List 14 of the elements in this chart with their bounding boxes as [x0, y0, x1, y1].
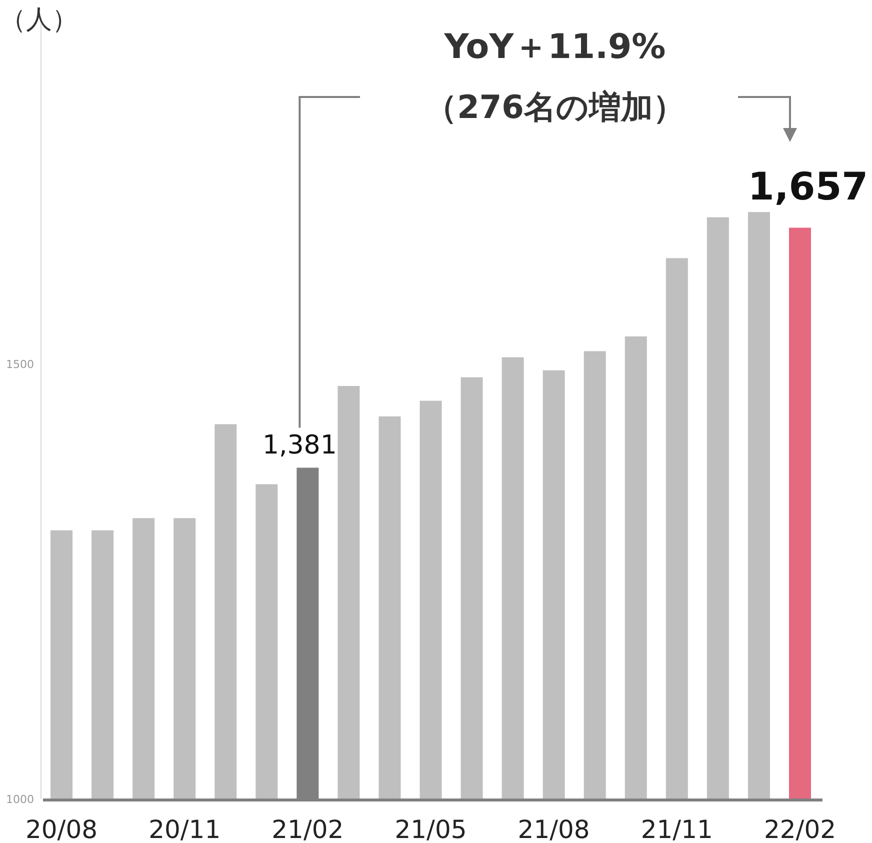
annotation: （276名の増加）: [425, 88, 685, 126]
data-label: 1,657: [748, 164, 868, 209]
x-tick-label: 21/08: [518, 815, 590, 843]
x-tick-label: 20/11: [148, 815, 221, 843]
x-tick-label: 22/02: [764, 815, 836, 843]
annotation: （人）: [0, 5, 78, 35]
y-tick-label: 1000: [6, 793, 34, 806]
y-tick-label: 1500: [6, 358, 34, 372]
x-tick-label: 21/05: [394, 815, 467, 843]
annotation: YoY＋11.9%: [443, 27, 666, 67]
data-label: 1,381: [262, 430, 337, 461]
x-tick-label: 20/08: [25, 815, 98, 843]
x-tick-label: 21/02: [272, 815, 344, 843]
x-tick-label: 21/11: [640, 815, 713, 843]
